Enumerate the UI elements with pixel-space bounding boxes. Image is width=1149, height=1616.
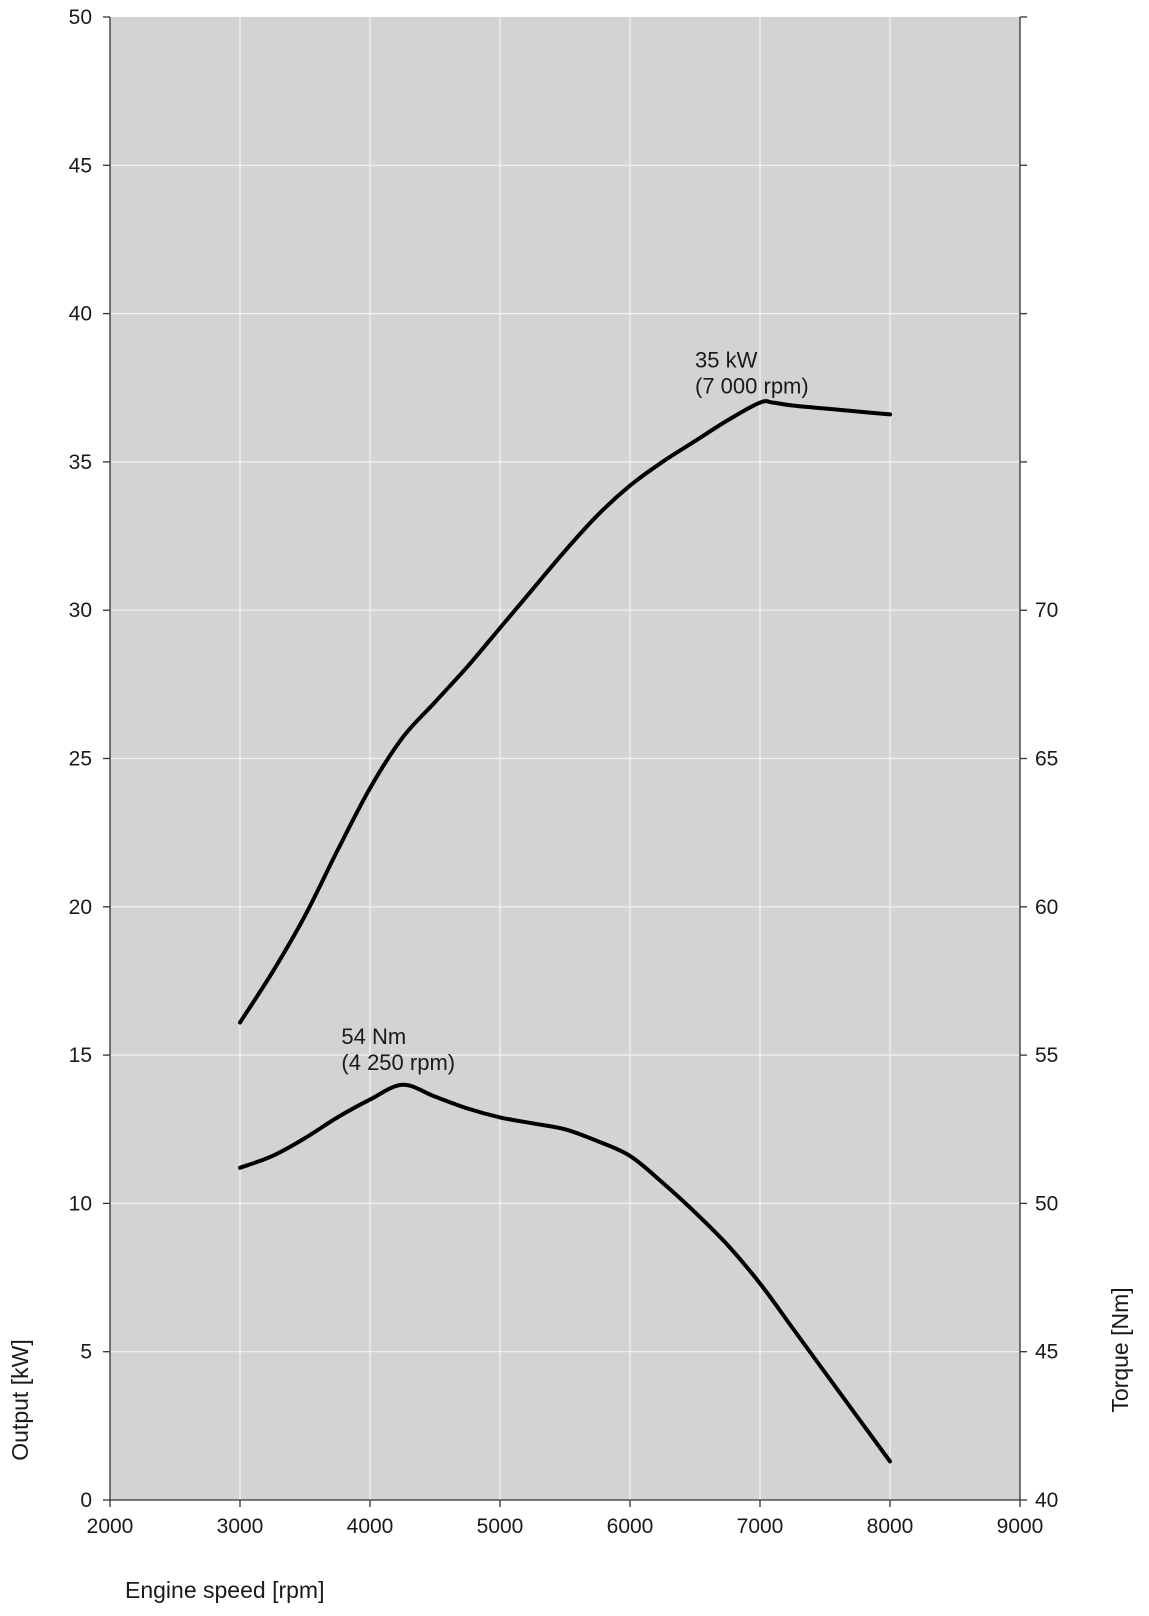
y-right-tick-label-6: 70 bbox=[1035, 599, 1058, 622]
annotation-0-line2: (7 000 rpm) bbox=[695, 374, 809, 399]
y-left-tick-label-7: 35 bbox=[69, 451, 92, 474]
grid-lines bbox=[110, 17, 1020, 1500]
y-left-tick-label-0: 0 bbox=[80, 1489, 92, 1512]
y-right-tick-label-0: 40 bbox=[1035, 1489, 1058, 1512]
y-left-tick-label-4: 20 bbox=[69, 896, 92, 919]
annotation-1-line2: (4 250 rpm) bbox=[341, 1050, 455, 1075]
y-right-axis-title: Torque [Nm] bbox=[1107, 1287, 1133, 1412]
x-tick-label-7: 9000 bbox=[997, 1515, 1044, 1538]
x-tick-label-4: 6000 bbox=[607, 1515, 654, 1538]
y-left-tick-label-10: 50 bbox=[69, 6, 92, 29]
x-tick-label-2: 4000 bbox=[347, 1515, 394, 1538]
y-left-tick-label-2: 10 bbox=[69, 1192, 92, 1215]
annotations: 35 kW(7 000 rpm) 54 Nm(4 250 rpm) bbox=[341, 348, 808, 1075]
y-left-tick-label-6: 30 bbox=[69, 599, 92, 622]
x-axis-title: Engine speed [rpm] bbox=[125, 1577, 324, 1603]
annotation-1-line1: 54 Nm bbox=[341, 1024, 406, 1049]
x-tick-label-6: 8000 bbox=[867, 1515, 914, 1538]
y-right-tick-label-1: 45 bbox=[1035, 1341, 1058, 1364]
y-right-tick-label-2: 50 bbox=[1035, 1192, 1058, 1215]
series-lines bbox=[238, 399, 892, 1464]
series-line-0 bbox=[238, 399, 892, 1025]
x-tick-label-0: 2000 bbox=[87, 1515, 134, 1538]
x-tick-label-1: 3000 bbox=[217, 1515, 264, 1538]
y-right-tick-label-4: 60 bbox=[1035, 896, 1058, 919]
axis-ticks: 2000 3000 4000 5000 6000 7000 8000 9000 0 5 10 15 20… bbox=[69, 6, 1059, 1538]
y-left-tick-label-5: 25 bbox=[69, 748, 92, 771]
y-left-tick-label-8: 40 bbox=[69, 303, 92, 326]
y-left-tick-label-1: 5 bbox=[80, 1341, 92, 1364]
series-line-1 bbox=[238, 1082, 892, 1464]
y-left-tick-label-9: 45 bbox=[69, 154, 92, 177]
x-tick-label-5: 7000 bbox=[737, 1515, 784, 1538]
y-right-tick-label-3: 55 bbox=[1035, 1044, 1058, 1067]
y-right-tick-label-5: 65 bbox=[1035, 748, 1058, 771]
x-tick-label-3: 5000 bbox=[477, 1515, 524, 1538]
y-left-axis-title: Output [kW] bbox=[7, 1339, 33, 1460]
y-left-tick-label-3: 15 bbox=[69, 1044, 92, 1067]
annotation-0-line1: 35 kW bbox=[695, 348, 758, 373]
